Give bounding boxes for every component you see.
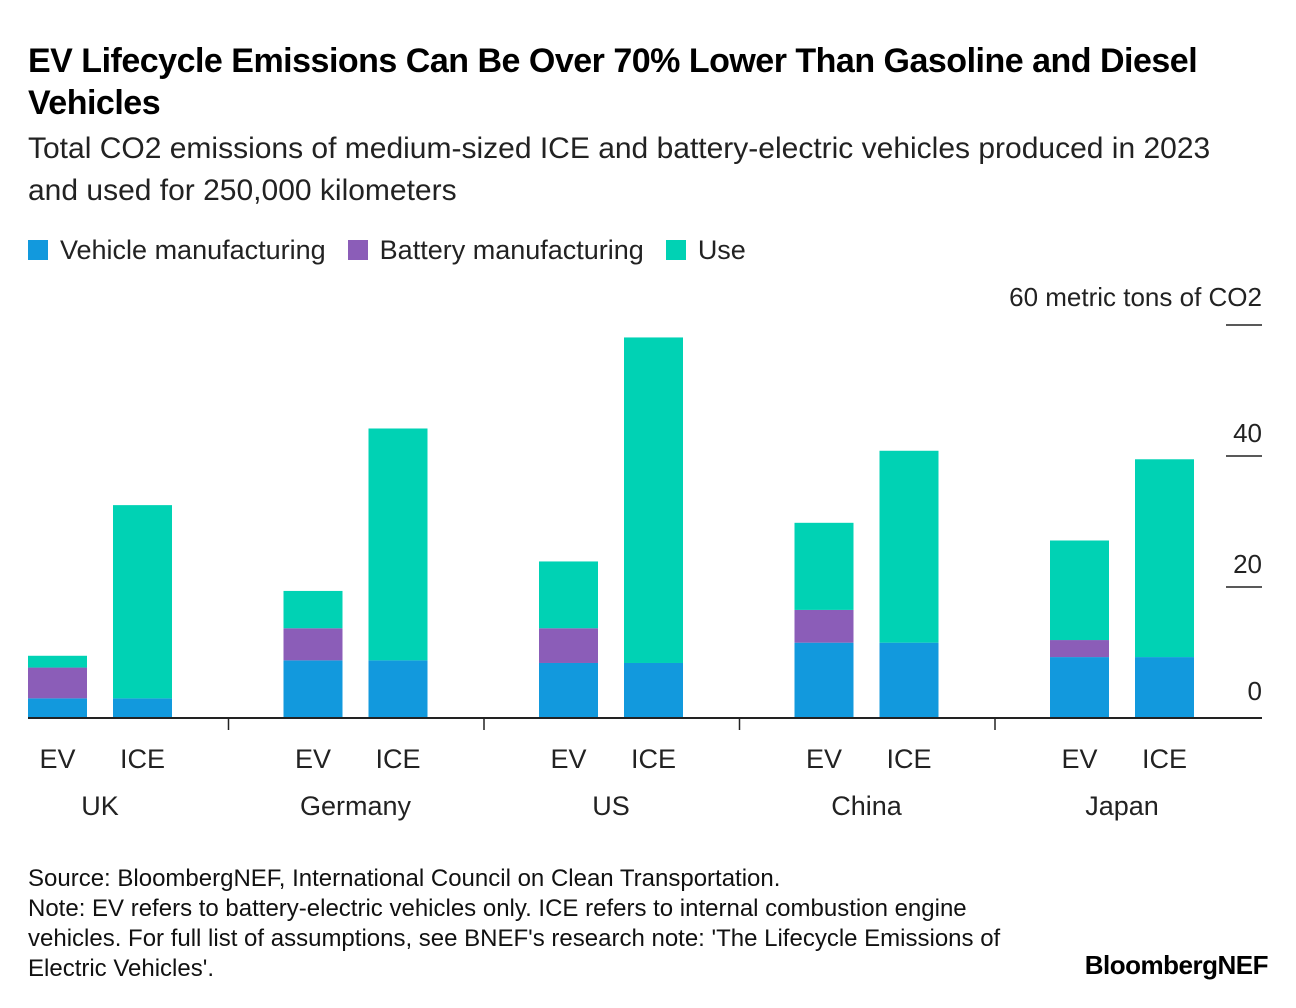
group-label-china: China (831, 791, 903, 821)
legend-item-vehicle-manufacturing: Vehicle manufacturing (28, 235, 326, 266)
bar-germany-ev-vehicle-manufacturing (283, 660, 343, 718)
bar-us-ice-use (624, 337, 683, 663)
assumptions-note: Note: EV refers to battery-electric vehi… (28, 895, 1001, 982)
bar-japan-ice-vehicle-manufacturing (1135, 657, 1194, 718)
group-label-germany: Germany (300, 791, 412, 821)
bar-label-ice: ICE (1142, 744, 1187, 774)
bar-label-ice: ICE (120, 744, 165, 774)
bar-label-ev: EV (39, 744, 75, 774)
bar-germany-ice-use (368, 428, 428, 661)
source-note: Source: BloombergNEF, International Coun… (28, 865, 781, 892)
group-label-uk: UK (81, 791, 119, 821)
bar-label-ev: EV (550, 744, 586, 774)
bar-china-ev-vehicle-manufacturing (794, 642, 854, 718)
legend-swatch (347, 240, 368, 260)
bar-germany-ice-vehicle-manufacturing (368, 660, 428, 718)
bar-us-ev-battery-manufacturing (539, 628, 598, 663)
bar-china-ev-battery-manufacturing (794, 609, 854, 643)
y-axis-label: 60 metric tons of CO2 (1009, 282, 1262, 312)
legend-label: Battery manufacturing (379, 234, 644, 265)
y-tick-label: 20 (1233, 549, 1262, 579)
bar-label-ice: ICE (886, 744, 931, 774)
legend-label: Vehicle manufacturing (60, 234, 326, 265)
bar-label-ev: EV (806, 744, 842, 774)
bar-label-ev: EV (295, 744, 331, 774)
legend-item-use: Use (665, 234, 746, 266)
bar-uk-ice-vehicle-manufacturing (113, 698, 172, 718)
bar-china-ev-use (794, 522, 854, 610)
bar-japan-ev-battery-manufacturing (1050, 640, 1109, 658)
bar-japan-ice-use (1135, 459, 1194, 658)
footer: Source: BloombergNEF, International Coun… (28, 864, 1038, 984)
y-tick-label: 0 (1248, 676, 1262, 706)
bar-china-ice-vehicle-manufacturing (879, 642, 939, 718)
bar-label-ice: ICE (631, 744, 676, 774)
brand-logo: BloombergNEF (1084, 950, 1269, 980)
chart-title: EV Lifecycle Emissions Can Be Over 70% L… (28, 42, 1198, 122)
bar-china-ice-use (879, 450, 939, 643)
bar-germany-ev-use (283, 590, 343, 629)
legend-swatch (28, 240, 48, 260)
legend-swatch (665, 240, 686, 260)
bar-uk-ev-battery-manufacturing (28, 667, 87, 699)
chart-subtitle: Total CO2 emissions of medium-sized ICE … (28, 132, 1211, 207)
group-label-japan: Japan (1085, 791, 1159, 821)
bar-label-ice: ICE (375, 744, 420, 774)
group-label-us: US (592, 791, 630, 821)
bar-us-ev-use (539, 561, 598, 629)
bar-label-ev: EV (1061, 744, 1097, 774)
bar-germany-ev-battery-manufacturing (283, 628, 343, 661)
bar-uk-ev-vehicle-manufacturing (28, 698, 87, 718)
bar-uk-ev-use (28, 655, 87, 668)
bar-japan-ev-use (1050, 540, 1109, 641)
y-tick-label: 40 (1233, 418, 1262, 448)
bar-us-ice-vehicle-manufacturing (624, 662, 683, 718)
legend-item-battery-manufacturing: Battery manufacturing (347, 234, 644, 266)
legend-label: Use (697, 234, 746, 265)
bar-us-ev-vehicle-manufacturing (539, 662, 598, 718)
bar-uk-ice-use (113, 505, 172, 699)
bar-japan-ev-vehicle-manufacturing (1050, 657, 1109, 718)
legend: Vehicle manufacturing Battery manufactur… (28, 232, 768, 268)
